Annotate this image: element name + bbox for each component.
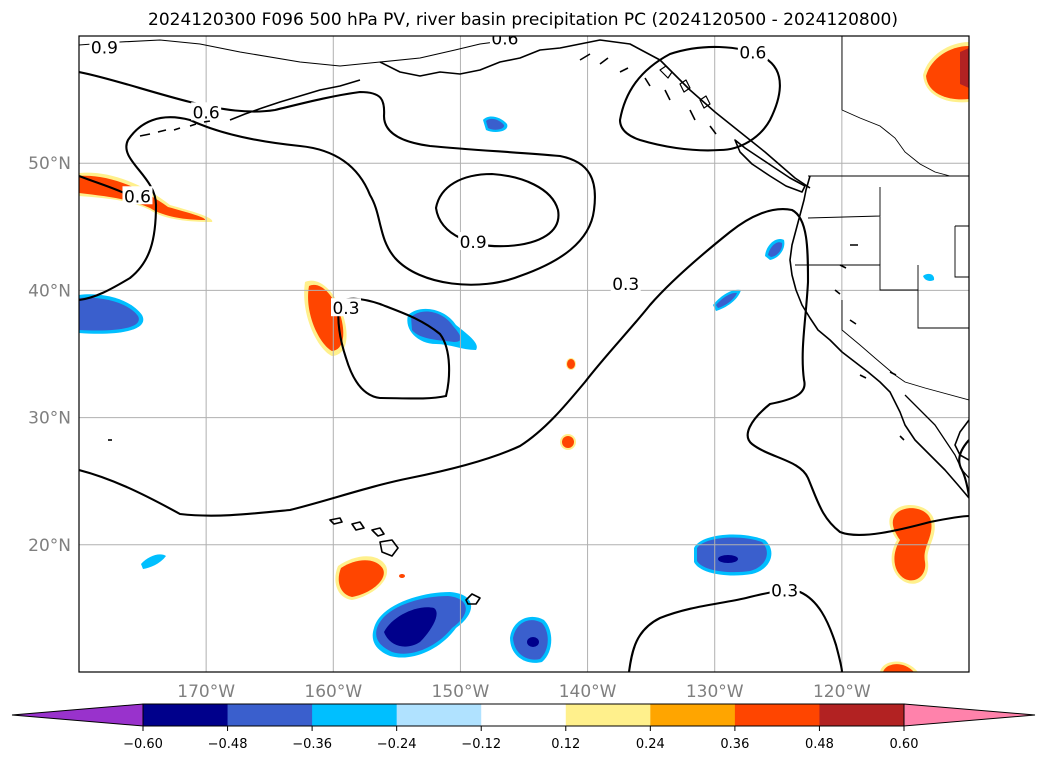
lon-tick-label: 120°W xyxy=(813,682,871,702)
lat-tick-label: 50°N xyxy=(28,154,71,174)
contour-label-background xyxy=(737,42,768,61)
colorbar-segment xyxy=(734,704,820,726)
contour-label: 0.6 xyxy=(193,103,220,123)
map-frame xyxy=(78,35,970,673)
contour-label-background xyxy=(331,298,361,317)
colorbar-segment xyxy=(227,704,313,726)
colorbar-tick-label: 0.24 xyxy=(636,737,665,752)
map-gridlines xyxy=(79,36,969,672)
contour-label-background xyxy=(458,232,489,251)
colorbar-tick-label: −0.12 xyxy=(461,737,501,752)
contour-label: 0.6 xyxy=(739,44,766,64)
contour-label: 0.3 xyxy=(771,582,798,602)
contour-label-background xyxy=(122,186,153,205)
contour-label-background xyxy=(610,274,641,293)
figure-title: 2024120300 F096 500 hPa PV, river basin … xyxy=(148,10,898,30)
lon-tick-label: 170°W xyxy=(177,682,235,702)
map-panel: 0.9 0.6 0.6 0.6 0.6 0.9 0.3 0.3 0.3 xyxy=(78,30,970,673)
colorbar-segment xyxy=(650,704,736,726)
lat-tick-label: 30°N xyxy=(28,409,71,429)
colorbar-extend-high xyxy=(903,703,1036,727)
lon-tick-label: 160°W xyxy=(304,682,362,702)
lon-tick-label: 150°W xyxy=(432,682,490,702)
lon-tick-label: 130°W xyxy=(686,682,744,702)
contour-label: 0.6 xyxy=(491,30,518,50)
colorbar-tick-label: 0.36 xyxy=(720,737,749,752)
contour-label-background xyxy=(89,37,120,56)
colorbar-frame xyxy=(142,703,905,727)
contour-label-background xyxy=(769,580,800,599)
colorbar-segment xyxy=(312,704,398,726)
lat-tick-label: 20°N xyxy=(28,536,71,556)
coastlines xyxy=(79,39,969,605)
colorbar-tick-label: −0.36 xyxy=(292,737,332,752)
contour-label: 0.3 xyxy=(612,275,639,295)
colorbar-segment xyxy=(565,704,651,726)
lon-tick-label: 140°W xyxy=(559,682,617,702)
contour-label: 0.6 xyxy=(124,187,151,207)
lat-tick-label: 40°N xyxy=(28,281,71,301)
colorbar-tick-label: 0.48 xyxy=(805,737,834,752)
contour-labels: 0.9 0.6 0.6 0.6 0.6 0.9 0.3 0.3 0.3 xyxy=(89,30,800,602)
political-borders xyxy=(795,36,969,401)
colorbar-segment xyxy=(396,704,482,726)
contour-label-background xyxy=(191,102,222,121)
pv-contours xyxy=(79,45,969,672)
colorbar-segment xyxy=(481,704,567,726)
colorbar-tick-label: −0.60 xyxy=(123,737,163,752)
colorbar: −0.60 −0.48 −0.36 −0.24 −0.12 0.12 0.24 0.36 0.4… xyxy=(11,703,1036,752)
colorbar-tick-label: −0.48 xyxy=(208,737,248,752)
contour-label: 0.9 xyxy=(460,233,487,253)
colorbar-segment xyxy=(819,704,905,726)
contour-label: 0.9 xyxy=(91,38,118,58)
colorbar-tick-label: 0.12 xyxy=(551,737,580,752)
colorbar-extend-low xyxy=(11,703,144,727)
colorbar-tick-label: 0.60 xyxy=(890,737,919,752)
map-background xyxy=(79,36,969,672)
contour-label-background xyxy=(489,36,520,47)
colorbar-tick-label: −0.24 xyxy=(377,737,417,752)
axis-tick-labels: 170°W 160°W 150°W 140°W 130°W 120°W 50°N 40°N 30… xyxy=(28,154,871,702)
contour-label: 0.3 xyxy=(332,299,359,319)
colorbar-segment xyxy=(143,704,229,726)
